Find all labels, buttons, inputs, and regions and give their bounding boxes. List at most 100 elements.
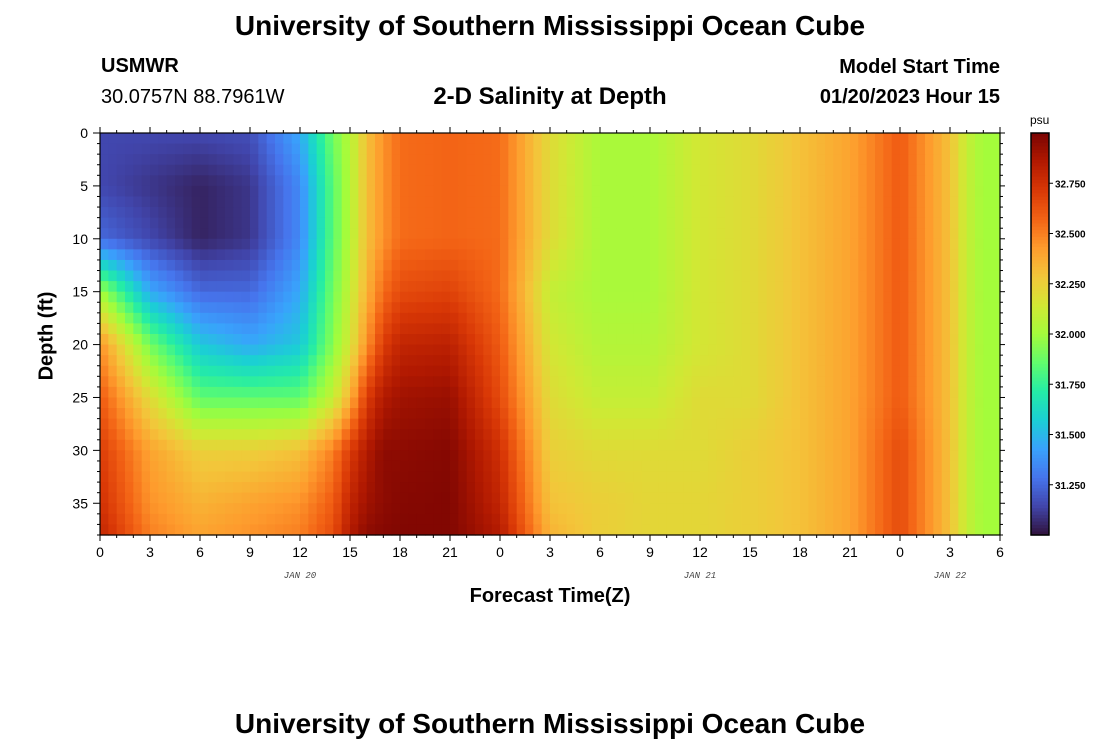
heatmap-cell	[400, 217, 409, 229]
heatmap-cell	[325, 312, 334, 325]
heatmap-cell	[133, 196, 143, 208]
heatmap-cell	[375, 344, 384, 356]
heatmap-cell	[625, 207, 634, 219]
heatmap-cell	[541, 513, 551, 526]
heatmap-cell	[725, 524, 734, 536]
heatmap-cell	[875, 143, 884, 155]
heatmap-cell	[350, 259, 359, 272]
heatmap-cell	[608, 418, 618, 430]
heatmap-cell	[383, 238, 393, 250]
heatmap-cell	[133, 439, 143, 451]
heatmap-cell	[450, 143, 459, 155]
heatmap-cell	[716, 471, 726, 483]
heatmap-cell	[908, 249, 918, 261]
heatmap-cell	[233, 291, 243, 303]
heatmap-cell	[383, 471, 393, 483]
heatmap-cell	[308, 376, 318, 388]
heatmap-cell	[858, 365, 868, 377]
heatmap-cell	[133, 207, 143, 219]
heatmap-cell	[833, 386, 843, 399]
heatmap-cell	[666, 408, 676, 420]
heatmap-cell	[950, 259, 959, 272]
heatmap-cell	[600, 291, 609, 303]
heatmap-cell	[550, 492, 559, 504]
heatmap-cell	[850, 323, 859, 335]
heatmap-cell	[350, 238, 359, 250]
heatmap-cell	[950, 270, 959, 282]
colorbar-segment	[1031, 464, 1049, 469]
heatmap-cell	[258, 312, 268, 325]
heatmap-cell	[566, 143, 576, 155]
heatmap-cell	[383, 312, 393, 325]
heatmap-cell	[816, 450, 826, 462]
heatmap-cell	[458, 397, 468, 409]
heatmap-cell	[175, 513, 184, 526]
heatmap-cell	[200, 323, 209, 335]
heatmap-cell	[633, 249, 643, 261]
heatmap-cell	[625, 439, 634, 451]
colorbar-segment	[1031, 317, 1049, 322]
heatmap-cell	[158, 291, 168, 303]
heatmap-cell	[583, 355, 593, 367]
heatmap-cell	[783, 270, 793, 282]
heatmap-cell	[566, 397, 576, 409]
heatmap-cell	[475, 323, 484, 335]
heatmap-cell	[525, 482, 534, 494]
heatmap-cell	[691, 291, 701, 303]
heatmap-cell	[508, 482, 518, 494]
heatmap-cell	[300, 355, 309, 367]
heatmap-cell	[166, 133, 176, 145]
heatmap-cell	[441, 207, 451, 219]
heatmap-cell	[958, 334, 968, 346]
heatmap-cell	[866, 429, 876, 441]
heatmap-cell	[550, 524, 559, 536]
heatmap-cell	[916, 281, 926, 293]
heatmap-cell	[541, 238, 551, 250]
heatmap-cell	[950, 471, 959, 483]
heatmap-cell	[858, 334, 868, 346]
heatmap-cell	[916, 207, 926, 219]
heatmap-cell	[608, 376, 618, 388]
heatmap-cell	[316, 471, 326, 483]
heatmap-cell	[916, 376, 926, 388]
heatmap-cell	[150, 143, 159, 155]
heatmap-cell	[258, 143, 268, 155]
heatmap-cell	[475, 143, 484, 155]
heatmap-cell	[800, 259, 809, 272]
heatmap-cell	[775, 492, 784, 504]
heatmap-cell	[650, 164, 659, 176]
heatmap-cell	[341, 365, 351, 377]
heatmap-cell	[800, 450, 809, 462]
heatmap-cell	[500, 154, 509, 166]
heatmap-cell	[525, 164, 534, 176]
heatmap-cell	[300, 450, 309, 462]
heatmap-cell	[766, 513, 776, 526]
heatmap-cell	[758, 281, 768, 293]
heatmap-cell	[208, 376, 218, 388]
heatmap-cell	[458, 439, 468, 451]
heatmap-cell	[208, 418, 218, 430]
heatmap-cell	[375, 482, 384, 494]
heatmap-cell	[158, 302, 168, 314]
heatmap-cell	[816, 460, 826, 473]
heatmap-cell	[258, 133, 268, 145]
heatmap-cell	[958, 133, 968, 145]
heatmap-cell	[508, 460, 518, 473]
heatmap-cell	[741, 450, 751, 462]
heatmap-cell	[783, 185, 793, 198]
heatmap-cell	[758, 291, 768, 303]
heatmap-cell	[900, 386, 909, 399]
heatmap-cell	[675, 471, 684, 483]
heatmap-cell	[925, 207, 934, 219]
heatmap-cell	[316, 344, 326, 356]
heatmap-cell	[108, 503, 118, 515]
heatmap-cell	[666, 418, 676, 430]
heatmap-cell	[391, 185, 401, 198]
heatmap-cell	[408, 196, 418, 208]
heatmap-cell	[450, 259, 459, 272]
heatmap-cell	[700, 143, 709, 155]
heatmap-cell	[483, 281, 493, 293]
heatmap-cell	[925, 175, 934, 187]
heatmap-cell	[966, 418, 976, 430]
heatmap-cell	[241, 312, 251, 325]
